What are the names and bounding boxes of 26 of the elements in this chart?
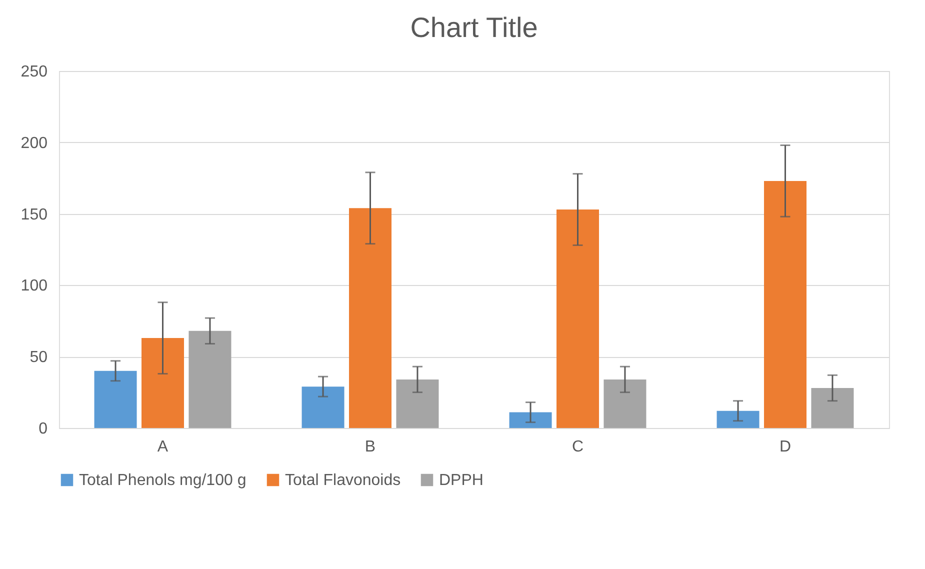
bar <box>94 370 137 428</box>
legend-label: DPPH <box>439 472 484 489</box>
bar <box>396 379 439 428</box>
bar <box>556 210 599 428</box>
bar <box>716 410 760 428</box>
bar <box>604 379 646 428</box>
y-tick-label: 150 <box>20 206 48 224</box>
x-tick-label: C <box>572 438 584 456</box>
x-tick-label: A <box>157 438 168 456</box>
bar <box>509 412 552 428</box>
y-tick-label: 0 <box>38 420 48 438</box>
x-tick-label: D <box>779 438 792 456</box>
bar <box>811 388 854 428</box>
y-tick-label: 100 <box>20 278 48 295</box>
bar <box>764 180 806 428</box>
legend-label: Total Phenols mg/100 g <box>79 472 246 489</box>
x-tick-label: B <box>364 438 376 456</box>
y-tick-label: 200 <box>20 134 48 152</box>
bar <box>302 386 344 428</box>
chart-title: Chart Title <box>410 12 538 43</box>
y-tick-label: 250 <box>20 64 48 80</box>
bar <box>188 330 232 428</box>
bar <box>349 208 392 428</box>
bar <box>142 338 184 428</box>
legend-label: Total Flavonoids <box>285 472 401 489</box>
y-tick-label: 50 <box>30 349 48 366</box>
